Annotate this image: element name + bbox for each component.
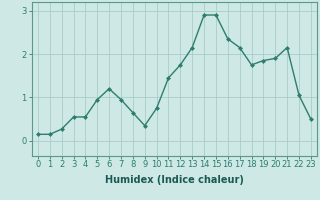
X-axis label: Humidex (Indice chaleur): Humidex (Indice chaleur) [105,175,244,185]
